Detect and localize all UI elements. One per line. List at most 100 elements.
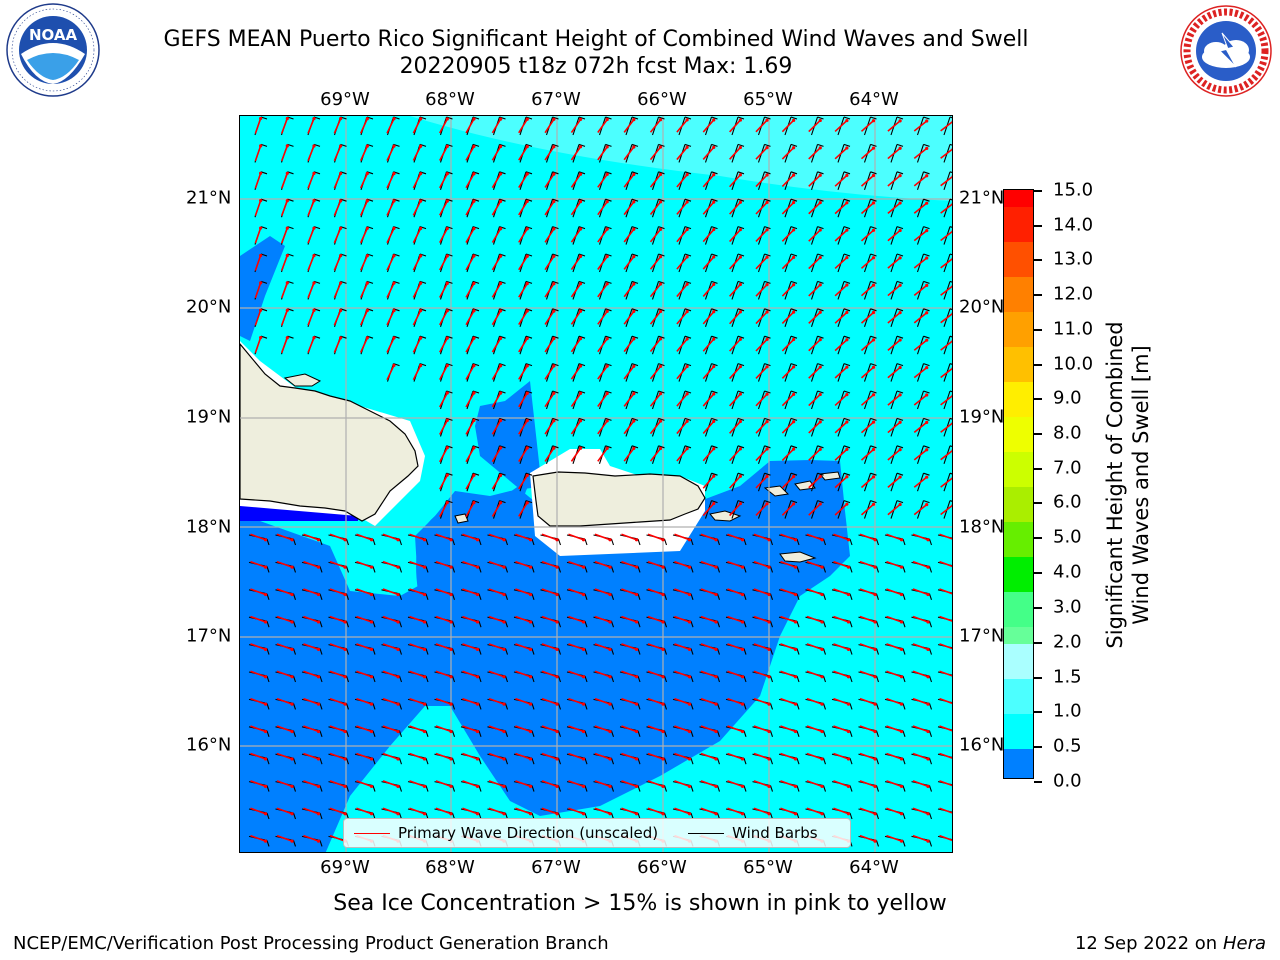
wave-arrow — [518, 420, 528, 435]
wave-arrow-head — [475, 565, 480, 569]
wave-arrow — [465, 392, 475, 408]
wave-arrow — [649, 201, 662, 215]
wave-arrow-head — [312, 171, 316, 175]
wave-arrow — [859, 533, 876, 541]
wave-arrow — [515, 533, 531, 541]
wave-arrow-head — [369, 812, 374, 816]
wave-arrow-head — [765, 419, 769, 424]
wave-arrow — [254, 200, 262, 217]
wave-arrow — [940, 449, 952, 461]
wave-arrow — [859, 807, 876, 815]
wave-arrow-head — [951, 394, 952, 396]
wave-arrow-head — [605, 446, 609, 450]
wave-arrow-head — [685, 364, 689, 369]
wave-arrow-head — [634, 592, 639, 597]
colorbar-tick-label: 4.0 — [1053, 561, 1082, 583]
wave-arrow — [649, 256, 662, 270]
wave-arrow — [515, 560, 531, 568]
wave-arrow — [833, 752, 849, 760]
wave-arrow-head — [820, 675, 824, 679]
lat-label-right: 21°N — [959, 187, 1005, 209]
wave-arrow — [859, 780, 876, 788]
wave-arrow — [462, 533, 478, 541]
wave-arrow-head — [818, 310, 822, 314]
wave-arrow-head — [845, 475, 849, 479]
wave-arrow-head — [445, 199, 449, 203]
wave-arrow-head — [871, 420, 876, 424]
wave-arrow — [676, 256, 688, 270]
wave-arrow — [382, 615, 399, 623]
wave-arrow-head — [259, 199, 263, 203]
wave-arrow — [939, 588, 952, 595]
wave-arrow-head — [687, 784, 692, 788]
wave-arrow — [541, 697, 558, 705]
wave-arrow-head — [528, 784, 533, 788]
wave-arrow-head — [632, 282, 636, 286]
wave-arrow — [913, 366, 928, 379]
wave-arrow-head — [765, 392, 769, 396]
wave-arrow — [280, 145, 289, 162]
wave-arrow — [307, 255, 315, 271]
wave-arrow — [834, 229, 848, 242]
wave-arrow-head — [818, 502, 822, 506]
wave-arrow-head — [792, 447, 796, 451]
wave-arrow-head — [525, 117, 529, 121]
wave-arrow-head — [339, 144, 343, 148]
wave-arrow-head — [738, 145, 742, 150]
wave-arrow-head — [449, 729, 453, 734]
wave-arrow-head — [846, 675, 851, 679]
wave-arrow-head — [661, 757, 665, 761]
wave-arrow — [780, 670, 796, 678]
wave-arrow-head — [525, 199, 529, 204]
wave-arrow-head — [555, 620, 559, 624]
wave-arrow — [621, 533, 637, 541]
wave-arrow — [276, 697, 293, 705]
wave-arrow-head — [419, 226, 423, 231]
wave-arrow-head — [658, 145, 663, 149]
wave-arrow — [860, 476, 875, 489]
wave-arrow — [329, 643, 346, 651]
wave-arrow — [860, 147, 875, 160]
wave-arrow-head — [634, 729, 639, 734]
wave-arrow — [729, 448, 741, 462]
wave-arrow — [860, 229, 875, 242]
wave-arrow-head — [685, 118, 689, 122]
wave-arrow-head — [578, 227, 583, 231]
wave-arrow-head — [687, 757, 692, 761]
colorbar-tick — [1034, 607, 1042, 609]
wave-arrow-head — [925, 228, 929, 233]
wave-arrow-head — [555, 538, 559, 542]
wave-arrow — [544, 447, 555, 462]
wave-arrow-head — [820, 538, 824, 542]
wave-arrow-head — [925, 475, 929, 479]
wave-arrow — [860, 394, 875, 406]
wave-arrow-head — [925, 393, 929, 397]
wave-arrow — [541, 533, 558, 541]
wave-arrow-head — [472, 117, 476, 121]
wave-arrow — [250, 834, 266, 842]
wave-arrow — [621, 725, 637, 733]
wave-arrow-head — [419, 199, 423, 203]
wave-arrow — [597, 338, 608, 353]
wave-arrow — [412, 200, 422, 216]
wave-arrow-head — [263, 592, 268, 597]
wave-arrow — [727, 670, 743, 678]
wave-arrow-head — [396, 565, 400, 569]
wave-arrow-head — [578, 172, 583, 176]
wave-arrow — [755, 503, 768, 516]
wave-arrow — [702, 256, 715, 270]
wave-arrow-head — [396, 757, 400, 761]
wave-arrow — [913, 120, 928, 132]
wave-arrow — [647, 807, 664, 815]
wave-arrow-head — [316, 784, 321, 788]
wave-arrow — [939, 643, 952, 650]
colorbar-segment — [1004, 190, 1033, 207]
wave-arrow — [409, 752, 425, 760]
wave-arrow-head — [767, 538, 771, 542]
wave-arrow — [409, 670, 425, 678]
wave-arrow — [597, 146, 608, 161]
wave-arrow-head — [712, 447, 716, 451]
wave-arrow — [808, 366, 821, 379]
wave-arrow-head — [472, 446, 476, 450]
wave-arrow-head — [392, 171, 396, 176]
